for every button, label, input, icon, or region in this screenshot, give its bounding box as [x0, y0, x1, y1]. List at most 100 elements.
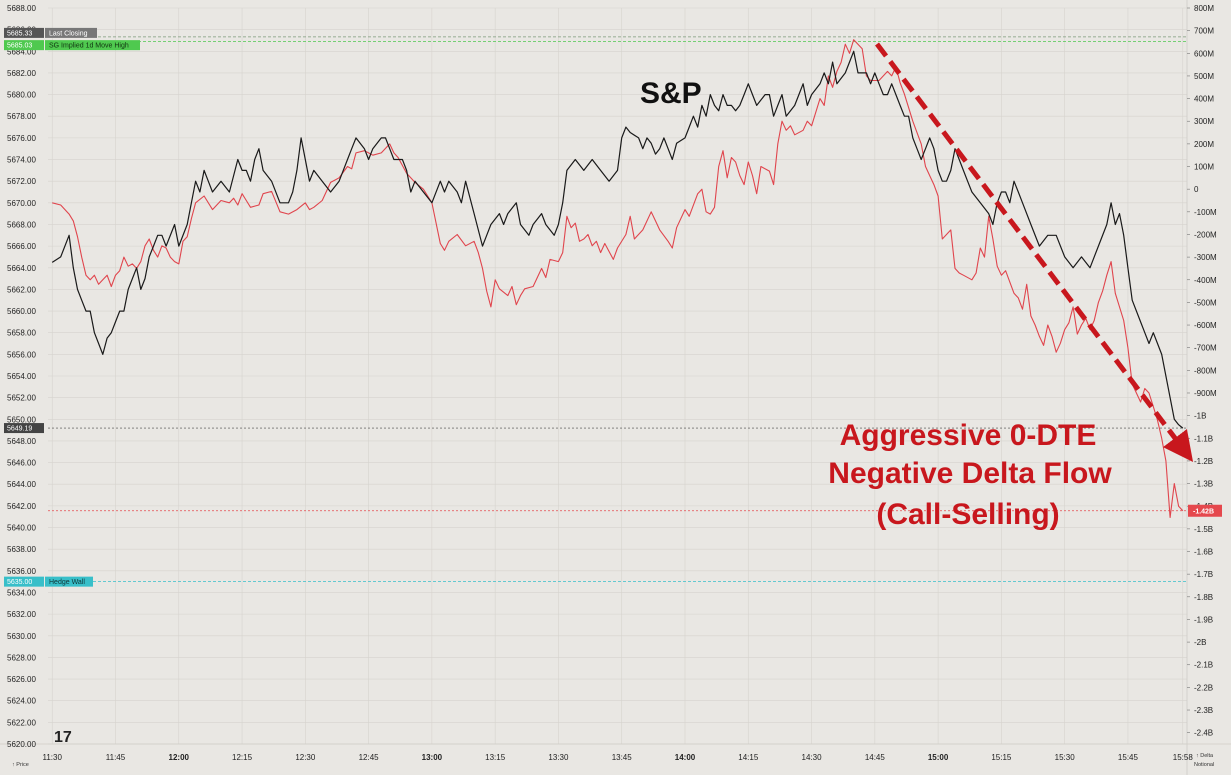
left-tick-label: 5662.00 [7, 285, 36, 294]
right-tick-label: -1.9B [1194, 615, 1213, 624]
level-name-box [45, 40, 140, 51]
right-tick-label: -2.1B [1194, 661, 1213, 670]
level-value-box [4, 27, 44, 38]
series-title-sp: S&P [640, 77, 702, 110]
time-tick-label: 14:00 [675, 753, 696, 762]
level-value-text: 5685.33 [7, 30, 32, 37]
right-axis-label-line-1: ↑ Delta [1196, 753, 1214, 759]
right-tick-label: -2.4B [1194, 729, 1213, 738]
current-delta-box [1188, 504, 1222, 517]
right-tick-label: -200M [1194, 230, 1217, 239]
left-tick-label: 5642.00 [7, 502, 36, 511]
left-tick-label: 5676.00 [7, 134, 36, 143]
left-tick-label: 5626.00 [7, 675, 36, 684]
right-tick-label: 700M [1194, 27, 1214, 36]
left-tick-label: 5632.00 [7, 610, 36, 619]
left-tick-label: 5650.00 [7, 415, 36, 424]
downtrend-arrow [875, 42, 1194, 462]
right-tick-label: 400M [1194, 95, 1214, 104]
level-name-text: Hedge Wall [49, 579, 85, 586]
right-tick-label: -1.1B [1194, 434, 1213, 443]
right-tick-label: -1.2B [1194, 457, 1213, 466]
right-tick-label: -1.8B [1194, 593, 1213, 602]
left-tick-label: 5658.00 [7, 329, 36, 338]
right-tick-label: -600M [1194, 321, 1217, 330]
right-tick-label: 0 [1194, 185, 1199, 194]
right-axis: 800M 700M 600M 500M 400M 300M 200M 100M 0 -100M -2… [1187, 4, 1217, 738]
left-tick-label: 5678.00 [7, 112, 36, 121]
left-axis: 5620.00 5622.00 5624.00 5626.00 5628.00 5630.… [7, 4, 36, 749]
time-tick-label: 13:15 [485, 753, 506, 762]
level-value-text: 5685.03 [7, 43, 32, 50]
right-tick-label: 600M [1194, 49, 1214, 58]
left-tick-label: 5682.00 [7, 69, 36, 78]
level-value-box [4, 576, 44, 587]
time-tick-label: 15:45 [1118, 753, 1139, 762]
time-tick-label: 15:30 [1055, 753, 1076, 762]
time-tick-label: 14:45 [865, 753, 886, 762]
left-tick-label: 5670.00 [7, 199, 36, 208]
left-axis-label: ↑ Price [12, 762, 29, 768]
level-tag: 5685.33 Last Closing [4, 27, 97, 38]
level-name-box [45, 576, 93, 587]
left-tick-label: 5628.00 [7, 653, 36, 662]
time-axis: 11:30 11:45 12:00 12:15 12:30 12:45 13:00 13:15… [42, 753, 1193, 762]
time-tick-label: 12:45 [359, 753, 380, 762]
left-tick-label: 5630.00 [7, 632, 36, 641]
right-tick-label: -1.5B [1194, 525, 1213, 534]
left-tick-label: 5644.00 [7, 480, 36, 489]
right-tick-label: -1B [1194, 412, 1206, 421]
left-tick-label: 5656.00 [7, 350, 36, 359]
delta-notional-series [52, 39, 1184, 519]
left-tick-label: 5672.00 [7, 177, 36, 186]
level-tag: 5635.00 Hedge Wall [4, 576, 93, 587]
right-tick-label: -100M [1194, 208, 1217, 217]
time-tick-label: 13:45 [612, 753, 633, 762]
level-name-text: SG Implied 1d Move High [49, 43, 129, 50]
time-tick-label: 15:00 [928, 753, 949, 762]
left-tick-label: 5636.00 [7, 567, 36, 576]
annotation-line-1: Aggressive 0-DTE [840, 419, 1097, 452]
left-tick-label: 5654.00 [7, 372, 36, 381]
left-tick-label: 5666.00 [7, 242, 36, 251]
right-tick-label: -700M [1194, 344, 1217, 353]
left-tick-label: 5622.00 [7, 718, 36, 727]
time-tick-label: 12:30 [295, 753, 316, 762]
time-tick-label: 14:15 [738, 753, 759, 762]
right-tick-label: 500M [1194, 72, 1214, 81]
time-tick-label: 12:00 [169, 753, 190, 762]
time-tick-label: 14:30 [802, 753, 823, 762]
right-tick-label: 800M [1194, 4, 1214, 13]
time-tick-label: 11:45 [106, 753, 126, 762]
sp500-series [51, 50, 1184, 429]
left-tick-label: 5638.00 [7, 545, 36, 554]
annotation-line-2: Negative Delta Flow [828, 457, 1112, 490]
current-delta-tag: -1.42B [1188, 504, 1222, 517]
level-value-text: 5635.00 [7, 579, 32, 586]
right-tick-label: -1.3B [1194, 480, 1213, 489]
time-tick-label: 12:15 [232, 753, 253, 762]
tradingview-logo: 17 [54, 729, 72, 746]
time-tick-label: 13:00 [422, 753, 443, 762]
right-tick-label: -2B [1194, 638, 1206, 647]
right-axis-label-line-2: Notional [1194, 762, 1214, 768]
right-tick-label: 300M [1194, 117, 1214, 126]
left-tick-label: 5634.00 [7, 588, 36, 597]
level-tag: 5649.19 [4, 423, 44, 434]
level-name-box [45, 27, 97, 38]
left-tick-label: 5646.00 [7, 459, 36, 468]
left-tick-label: 5664.00 [7, 264, 36, 273]
svg-text:17: 17 [54, 729, 72, 746]
left-tick-label: 5620.00 [7, 740, 36, 749]
time-tick-label: 11:30 [42, 753, 62, 762]
right-tick-label: -2.3B [1194, 706, 1213, 715]
right-tick-label: -400M [1194, 276, 1217, 285]
current-delta-text: -1.42B [1193, 509, 1214, 516]
right-tick-label: -900M [1194, 389, 1217, 398]
level-name-text: Last Closing [49, 30, 88, 37]
right-tick-label: -2.2B [1194, 683, 1213, 692]
level-value-text: 5649.19 [7, 426, 32, 433]
right-tick-label: -1.6B [1194, 548, 1213, 557]
